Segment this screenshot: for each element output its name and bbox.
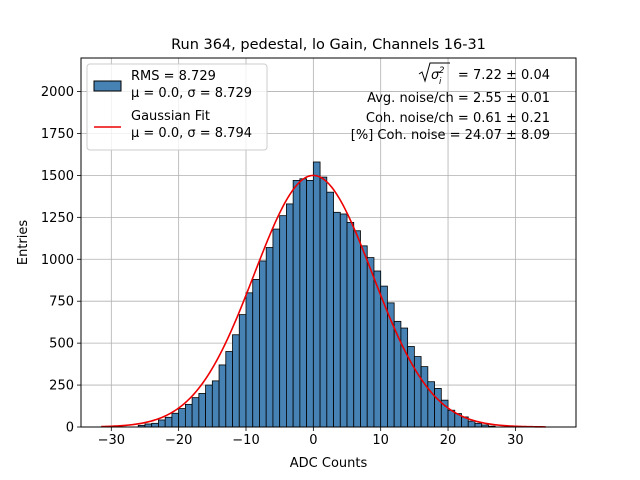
svg-text:2: 2 <box>439 66 444 76</box>
legend-histogram-swatch <box>93 80 122 92</box>
annotation-avg-noise: Avg. noise/ch = 2.55 ± 0.01 <box>367 91 550 106</box>
histogram-bars <box>137 161 496 428</box>
histogram-bar <box>292 180 301 428</box>
y-tick-label: 250 <box>49 379 74 394</box>
histogram-bar <box>312 161 321 428</box>
y-tick-label: 2000 <box>41 85 74 100</box>
histogram-bar <box>319 176 328 428</box>
histogram-bar <box>265 247 274 428</box>
histogram-bar <box>205 384 213 428</box>
y-tick-label: 1750 <box>41 127 74 142</box>
svg-text:i: i <box>439 77 442 87</box>
histogram-bar <box>238 314 247 428</box>
x-tick-label: 20 <box>440 433 457 448</box>
histogram-bar <box>286 203 294 428</box>
x-axis-label: ADC Counts <box>290 456 368 471</box>
histogram-bar <box>299 178 308 428</box>
svg-text:σ: σ <box>431 68 440 83</box>
histogram-bar <box>400 327 409 428</box>
x-tick-label: −10 <box>232 433 259 448</box>
histogram-bar <box>279 215 287 428</box>
histogram-bar <box>184 403 193 428</box>
y-tick-label: 1000 <box>41 253 74 268</box>
histogram-bar <box>467 420 476 428</box>
y-tick-label: 1250 <box>41 211 74 226</box>
y-tick-label: 1500 <box>41 169 74 184</box>
histogram-bar <box>326 191 334 428</box>
y-tick-label: 0 <box>66 421 74 436</box>
histogram-bar <box>218 364 227 428</box>
legend-fit-label-line1: Gaussian Fit <box>131 109 210 124</box>
histogram-bar <box>360 245 368 428</box>
annotation-coherent-sigma: = 7.22 ± 0.04 <box>454 68 550 83</box>
histogram-bar <box>164 416 173 428</box>
histogram-bar <box>211 380 220 428</box>
annotation-coh-noise-percent: [%] Coh. noise = 24.07 ± 8.09 <box>351 128 550 143</box>
histogram-bar <box>225 351 233 428</box>
x-tick-label: −30 <box>98 433 125 448</box>
legend-box <box>86 63 268 151</box>
histogram-bar <box>413 356 422 428</box>
x-tick-label: 30 <box>507 433 524 448</box>
histogram-bar <box>151 422 159 428</box>
histogram-bar <box>158 419 166 428</box>
histogram-bar <box>420 366 429 428</box>
histogram-bar <box>366 257 375 428</box>
plot-frame <box>80 57 577 428</box>
histogram-bar <box>272 228 281 428</box>
histogram-bar <box>245 292 254 428</box>
histogram-bar <box>333 211 341 428</box>
histogram-bar <box>306 180 314 428</box>
chart-title: Run 364, pedestal, lo Gain, Channels 16-… <box>171 37 486 53</box>
y-tick-label: 750 <box>49 295 74 310</box>
histogram-bar <box>198 393 206 428</box>
histogram-bar <box>171 412 180 428</box>
legend-histogram-label-line1: RMS = 8.729 <box>131 69 216 84</box>
x-tick-label: 10 <box>372 433 389 448</box>
y-tick-label: 500 <box>49 337 74 352</box>
y-axis-ticks: 0 250 500 750 1000 1250 1500 1750 2000 <box>41 85 81 436</box>
histogram-bar <box>259 260 267 428</box>
annotation-coh-noise: Coh. noise/ch = 0.61 ± 0.21 <box>366 111 550 126</box>
y-axis-label: Entries <box>16 220 31 266</box>
histogram-bar <box>191 397 200 428</box>
gaussian-fit-curve <box>101 174 546 428</box>
histogram-bar <box>252 278 260 428</box>
x-tick-label: −20 <box>165 433 192 448</box>
histogram-bar <box>434 388 442 428</box>
histogram-bar <box>232 334 240 428</box>
histogram-bar <box>339 213 348 428</box>
legend: RMS = 8.729 μ = 0.0, σ = 8.729 Gaussian … <box>86 63 268 151</box>
histogram-bar <box>178 408 186 428</box>
histogram-bar <box>353 230 361 428</box>
histogram-bar <box>474 422 483 428</box>
x-tick-label: 0 <box>309 433 317 448</box>
legend-histogram-label-line2: μ = 0.0, σ = 8.729 <box>131 86 252 101</box>
histogram-bar <box>346 221 355 428</box>
legend-fit-label-line2: μ = 0.0, σ = 8.794 <box>131 126 252 141</box>
stats-annotations: σ 2 i = 7.22 ± 0.04 Avg. noise/ch = 2.55… <box>351 62 550 143</box>
x-axis-ticks: −30 −20 −10 0 10 20 30 <box>98 427 524 448</box>
sqrt-sigma-symbol: σ 2 i <box>418 62 450 87</box>
histogram-bar <box>380 285 388 428</box>
